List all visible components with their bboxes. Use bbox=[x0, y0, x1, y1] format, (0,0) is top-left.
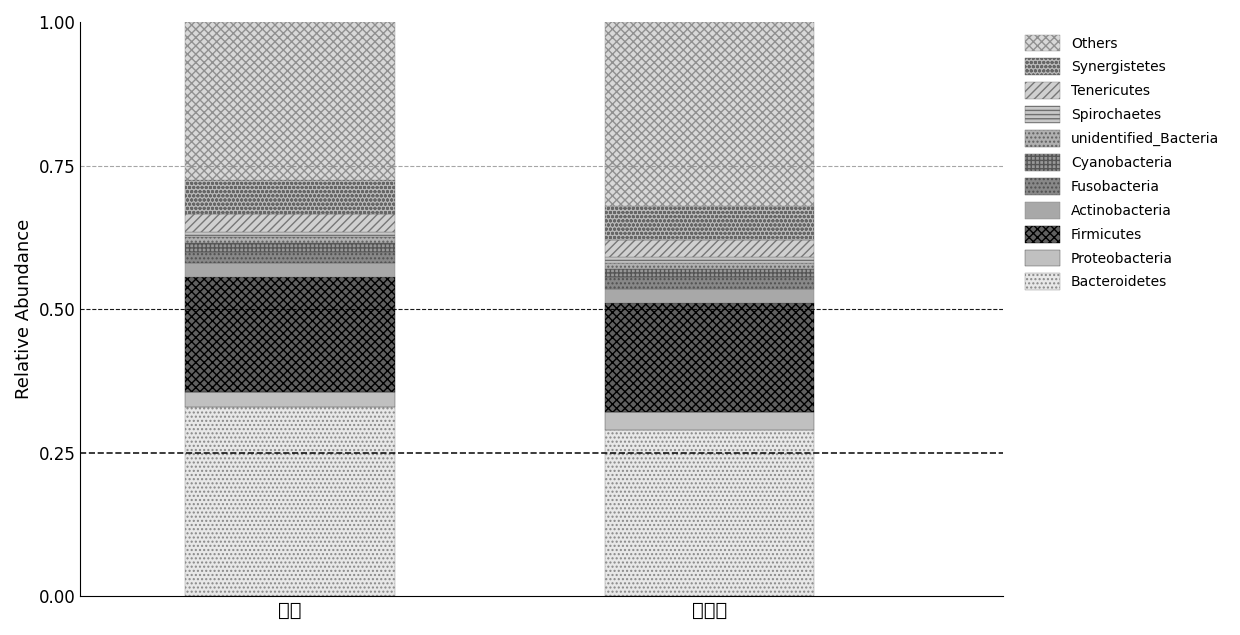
Bar bbox=[185, 251, 394, 263]
Bar bbox=[605, 430, 815, 596]
Bar bbox=[185, 406, 394, 596]
Bar bbox=[605, 269, 815, 277]
Bar bbox=[605, 289, 815, 304]
Bar bbox=[185, 22, 394, 180]
Bar bbox=[605, 206, 815, 240]
Bar bbox=[185, 237, 394, 243]
Bar bbox=[605, 22, 815, 206]
Bar bbox=[185, 392, 394, 406]
Bar bbox=[185, 215, 394, 232]
Legend: Others, Synergistetes, Tenericutes, Spirochaetes, unidentified_Bacteria, Cyanoba: Others, Synergistetes, Tenericutes, Spir… bbox=[1019, 29, 1225, 296]
Bar bbox=[605, 263, 815, 269]
Bar bbox=[605, 257, 815, 263]
Bar bbox=[185, 277, 394, 392]
Bar bbox=[185, 232, 394, 237]
Y-axis label: Relative Abundance: Relative Abundance bbox=[15, 219, 33, 399]
Bar bbox=[185, 180, 394, 215]
Bar bbox=[605, 277, 815, 289]
Bar bbox=[605, 412, 815, 430]
Bar bbox=[605, 240, 815, 257]
Bar bbox=[185, 263, 394, 277]
Bar bbox=[185, 243, 394, 251]
Bar bbox=[605, 304, 815, 412]
